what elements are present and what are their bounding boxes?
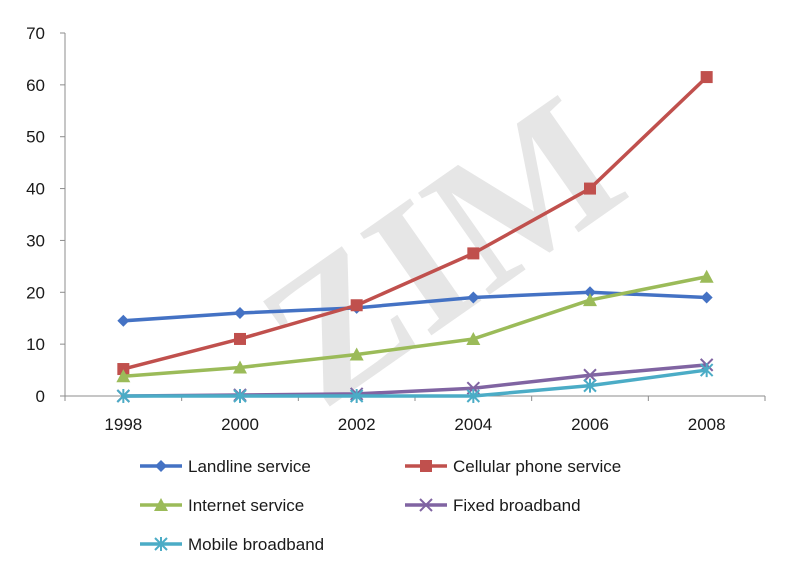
- legend: Landline service Cellular phone service In…: [140, 457, 621, 554]
- data-point-mobile-broadband: [583, 378, 597, 393]
- y-tick-label: 0: [36, 387, 45, 406]
- legend-label-internet-service: Internet service: [188, 496, 304, 515]
- data-point-cellular-phone-service: [234, 332, 246, 345]
- series-line-internet-service: [123, 275, 708, 379]
- y-tick-label: 30: [26, 231, 45, 250]
- data-point-internet-service: [466, 331, 481, 345]
- legend-marker-landline-service: [155, 460, 167, 472]
- data-point-cellular-phone-service: [467, 247, 480, 260]
- y-tick-label: 60: [26, 76, 45, 95]
- data-point-mobile-broadband: [699, 363, 714, 378]
- data-point-cellular-phone-service: [700, 71, 713, 84]
- data-point-mobile-broadband: [349, 389, 364, 403]
- data-point-mobile-broadband: [466, 389, 481, 403]
- data-point-cellular-phone-service: [350, 299, 363, 312]
- x-tick-label: 2008: [688, 415, 726, 434]
- data-point-internet-service: [233, 360, 247, 374]
- legend-marker-cellular-phone-service: [420, 460, 432, 472]
- x-tick-label: 2000: [221, 415, 259, 434]
- legend-marker-mobile-broadband: [154, 537, 168, 551]
- y-tick-label: 70: [26, 24, 45, 43]
- legend-label-landline-service: Landline service: [188, 457, 311, 476]
- x-tick-label: 1998: [104, 415, 142, 434]
- y-tick-label: 50: [26, 128, 45, 147]
- data-point-landline-service: [234, 307, 246, 320]
- series-layer: [116, 71, 714, 403]
- data-point-fixed-broadband: [583, 368, 597, 382]
- x-tick-label: 2006: [571, 415, 609, 434]
- y-tick-label: 20: [26, 283, 45, 302]
- data-point-internet-service: [349, 347, 364, 361]
- legend-marker-fixed-broadband: [419, 498, 433, 512]
- legend-label-fixed-broadband: Fixed broadband: [453, 496, 581, 515]
- legend-label-cellular-phone-service: Cellular phone service: [453, 457, 621, 476]
- x-tick-label: 2004: [454, 415, 492, 434]
- data-point-landline-service: [467, 291, 480, 304]
- data-point-cellular-phone-service: [584, 182, 596, 195]
- data-point-landline-service: [117, 314, 130, 327]
- legend-label-mobile-broadband: Mobile broadband: [188, 535, 324, 554]
- data-point-landline-service: [584, 286, 596, 299]
- data-point-landline-service: [700, 291, 713, 304]
- y-tick-label: 10: [26, 335, 45, 354]
- legend-marker-internet-service: [154, 498, 168, 511]
- data-point-internet-service: [583, 293, 597, 307]
- series-line-cellular-phone-service: [122, 75, 708, 371]
- data-point-internet-service: [699, 269, 714, 283]
- series-line-landline-service: [123, 290, 707, 323]
- y-tick-label: 40: [26, 180, 45, 199]
- x-tick-label: 2002: [338, 415, 376, 434]
- data-point-mobile-broadband: [116, 389, 131, 403]
- data-point-cellular-phone-service: [117, 363, 130, 376]
- data-point-mobile-broadband: [233, 389, 247, 403]
- data-point-internet-service: [116, 369, 131, 383]
- series-line-mobile-broadband: [123, 368, 707, 398]
